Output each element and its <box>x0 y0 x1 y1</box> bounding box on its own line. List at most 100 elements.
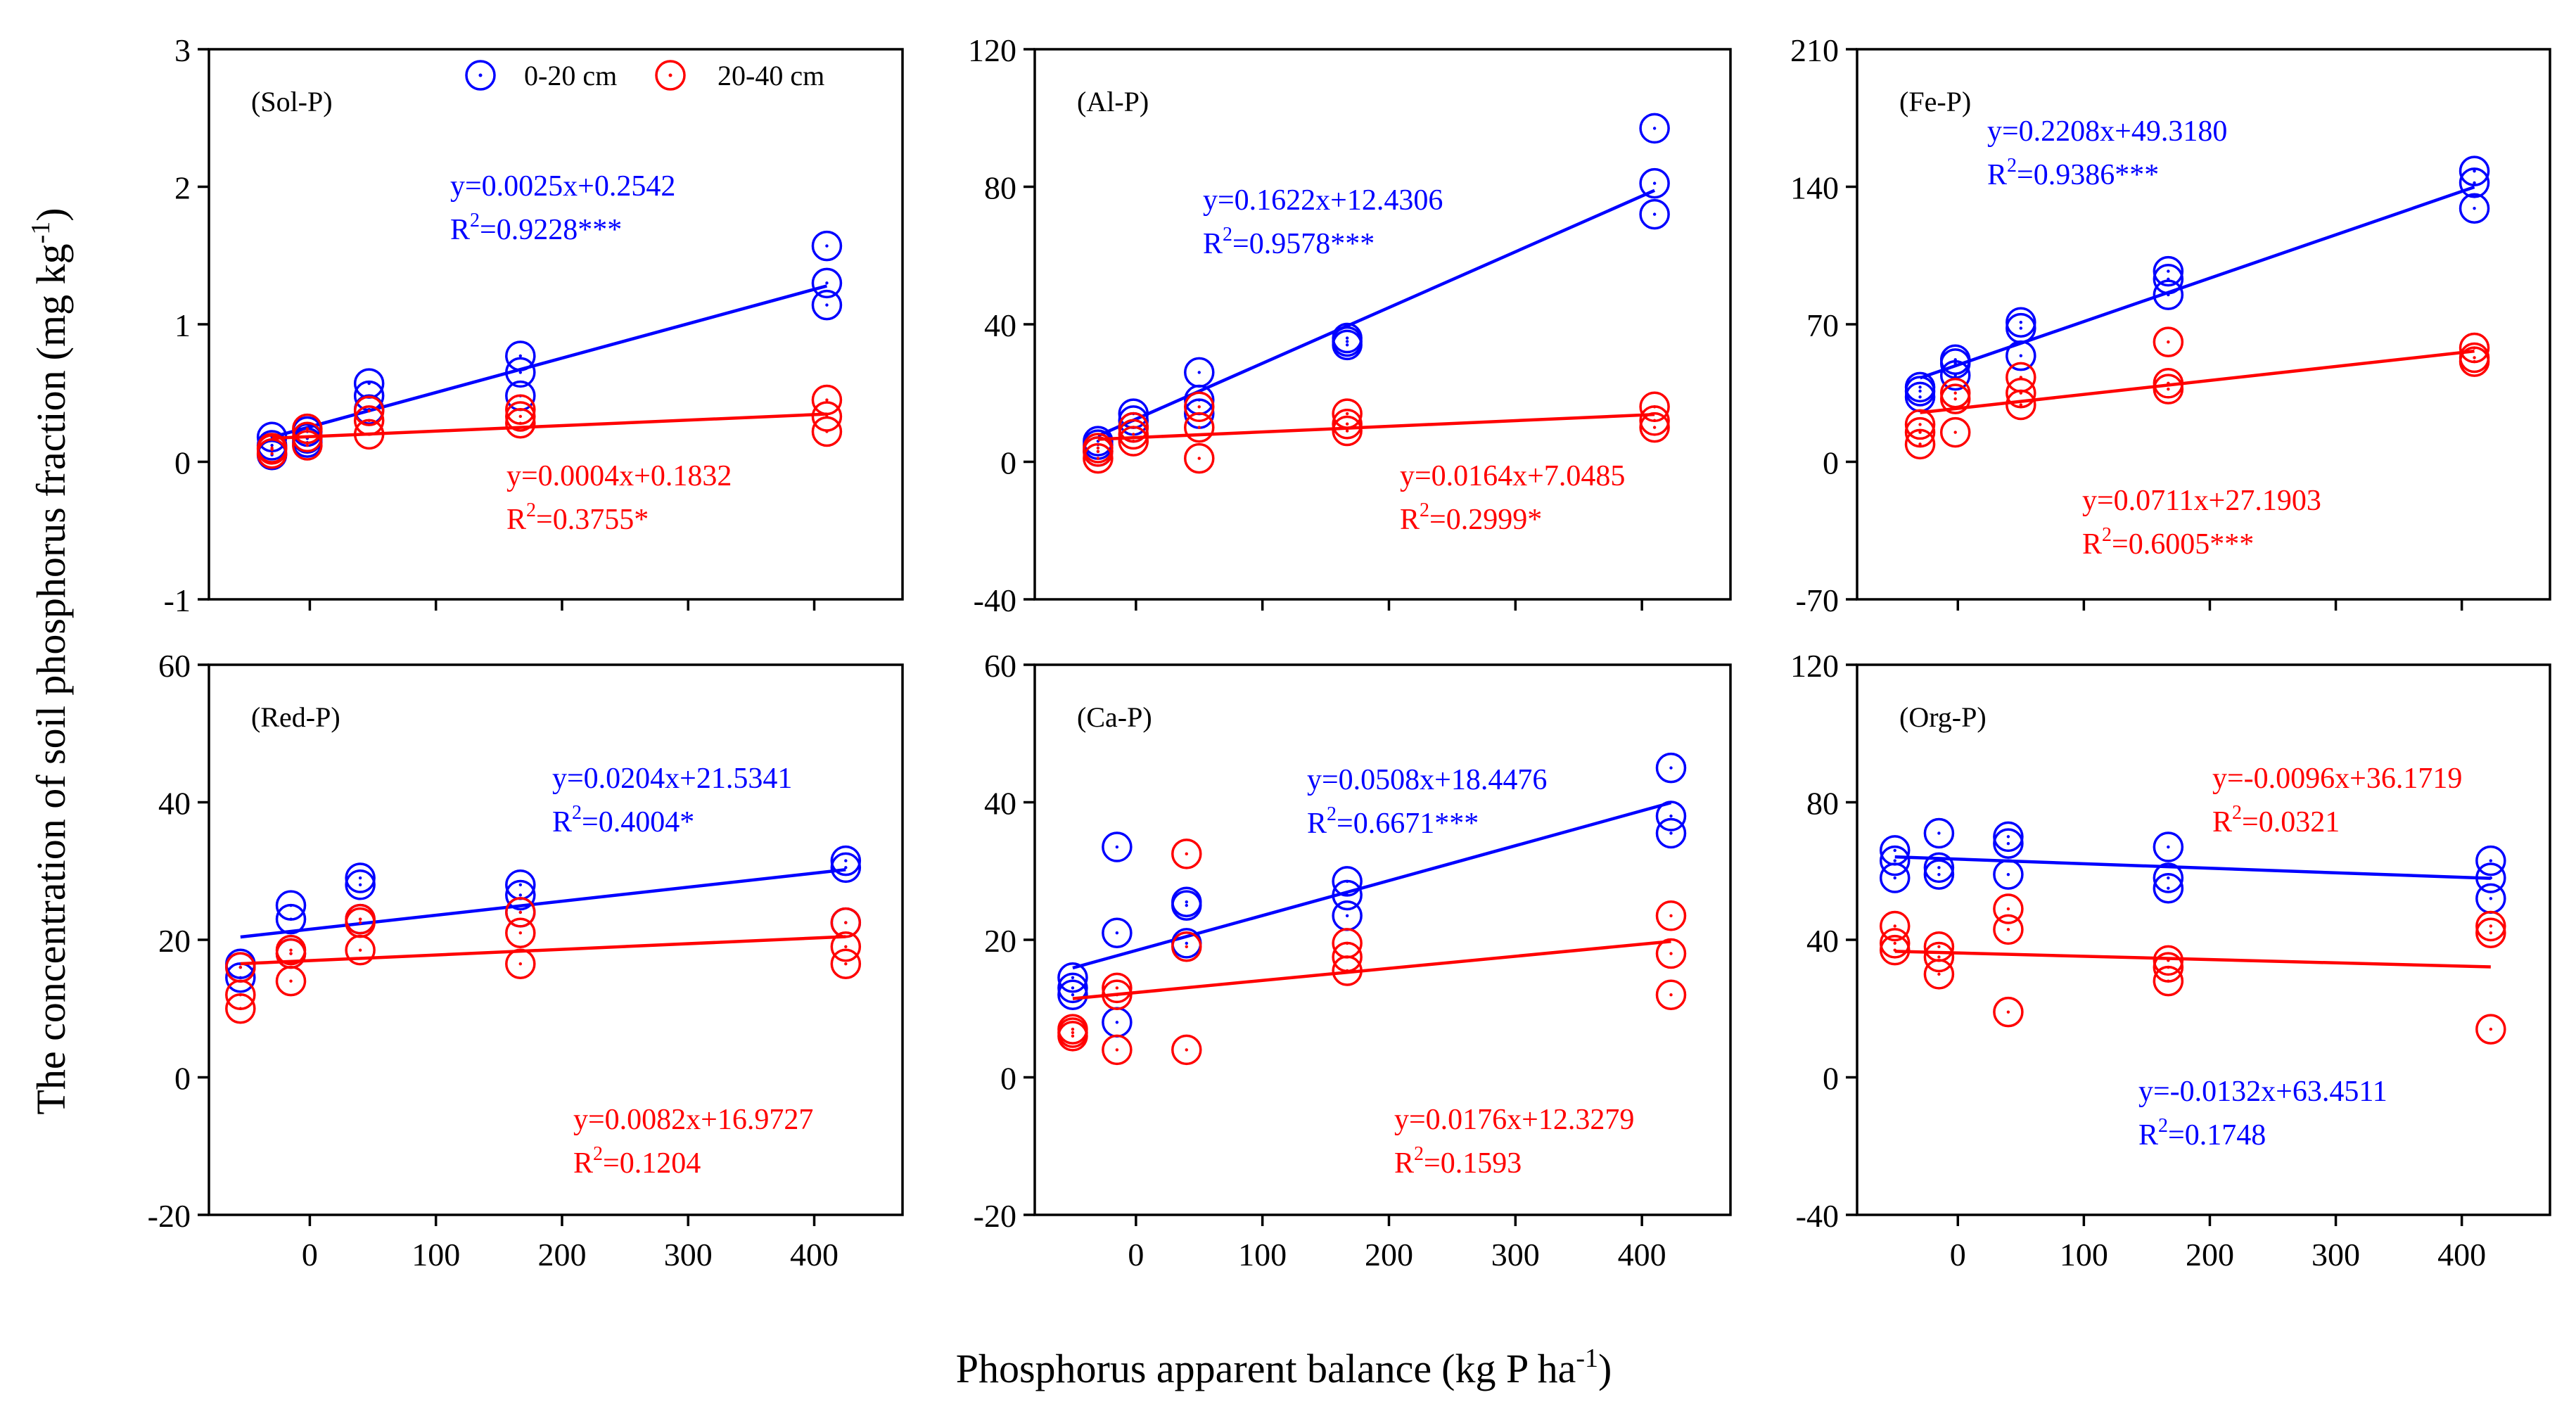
r-squared: R2=0.1748 <box>2138 1115 2266 1152</box>
data-point <box>2459 332 2490 364</box>
r-squared: R2=0.9228*** <box>450 210 622 246</box>
data-point <box>1102 979 1133 1010</box>
y-tick-label: 0 <box>1000 1061 1016 1097</box>
r-squared: R2=0.3755* <box>506 499 649 536</box>
y-tick-label: 70 <box>1806 307 1839 343</box>
data-point <box>2153 255 2184 287</box>
y-tick-label: 40 <box>984 307 1016 343</box>
y-tick-label: -40 <box>1796 1198 1839 1234</box>
data-point <box>830 852 862 884</box>
x-tick-label: 0 <box>302 1237 318 1273</box>
legend-label-series2: 20-40 cm <box>718 60 824 91</box>
data-point <box>256 433 288 464</box>
data-point <box>1993 821 2024 853</box>
data-point <box>1102 917 1133 948</box>
legend-label-series1: 0-20 cm <box>524 60 617 91</box>
data-point <box>1171 931 1202 962</box>
data-point <box>1332 398 1363 429</box>
data-point <box>811 230 843 262</box>
data-point <box>1655 938 1687 969</box>
data-point <box>2153 872 2184 904</box>
y-tick-label: 140 <box>1790 170 1839 206</box>
x-tick-label: 300 <box>1491 1237 1540 1273</box>
data-point <box>292 413 323 445</box>
data-point <box>1879 845 1911 876</box>
series-20-40cm: y=0.0082x+16.9727 R2=0.1204 <box>225 897 862 1180</box>
data-point <box>811 267 843 299</box>
data-point <box>505 394 536 425</box>
data-point <box>292 430 323 461</box>
y-tick-label: 0 <box>174 1061 191 1097</box>
data-point <box>353 395 385 426</box>
data-point <box>2475 910 2506 942</box>
data-point <box>2153 374 2184 404</box>
series-0-20cm: y=0.1622x+12.4306 R2=0.9578*** <box>1083 113 1670 467</box>
y-axis-label-close: ) <box>28 208 74 221</box>
regression-equation: y=0.1622x+12.4306 <box>1203 184 1443 217</box>
series-0-20cm: y=0.0204x+21.5341 R2=0.4004* <box>225 763 862 993</box>
y-tick-label: 0 <box>1823 445 1839 481</box>
regression-equation: y=0.0508x+18.4476 <box>1307 764 1547 796</box>
y-tick-label: 60 <box>984 648 1016 684</box>
data-point <box>1184 442 1215 474</box>
regression-equation: y=0.0711x+27.1903 <box>2082 485 2321 517</box>
panel-title: (Ca-P) <box>1077 701 1152 733</box>
data-point <box>830 907 862 938</box>
data-point <box>1655 752 1687 784</box>
data-point <box>505 879 536 911</box>
data-point <box>275 934 307 966</box>
legend-marker-series1 <box>465 60 496 91</box>
y-tick-label: 1 <box>174 307 191 343</box>
y-axis-label-sup: -1 <box>26 222 56 244</box>
regression-line <box>1097 189 1656 438</box>
regression-line <box>1072 939 1671 1000</box>
x-tick-label: 300 <box>2312 1237 2360 1273</box>
data-point <box>1057 962 1088 993</box>
data-point <box>1923 959 1955 990</box>
data-point <box>1102 831 1133 862</box>
x-tick-label: 100 <box>2060 1237 2108 1273</box>
data-point <box>1102 1034 1133 1066</box>
data-point <box>1083 433 1114 464</box>
x-tick-label: 200 <box>2186 1237 2234 1273</box>
data-point <box>275 890 307 921</box>
regression-equation: y=0.0004x+0.1832 <box>506 460 732 492</box>
data-point <box>505 897 536 928</box>
data-point <box>1923 859 1955 890</box>
data-point <box>1184 357 1215 388</box>
data-point <box>345 869 376 900</box>
data-point <box>2153 862 2184 893</box>
data-point <box>1923 852 1955 884</box>
y-tick-label: 80 <box>1806 786 1839 822</box>
data-point <box>1939 416 1971 448</box>
data-point <box>505 401 536 432</box>
r-squared: R2=0.6671*** <box>1307 803 1479 840</box>
r-squared: R2=0.4004* <box>552 802 694 839</box>
y-tick-label: 120 <box>968 32 1016 68</box>
data-point <box>345 934 376 966</box>
data-point <box>2153 952 2184 983</box>
data-point <box>2459 167 2490 198</box>
x-tick-label: 0 <box>1128 1237 1144 1273</box>
data-point <box>505 948 536 979</box>
panel-ca-p: -20 0 20 40 60 0 100 200 300 400 (Ca-P) y=0.0508x+1… <box>974 648 1732 1273</box>
y-tick-label: 2 <box>174 170 191 206</box>
r-squared: R2=0.1593 <box>1394 1143 1522 1180</box>
data-point <box>2153 831 2184 862</box>
data-point <box>225 979 256 1010</box>
regression-line <box>1919 185 2475 380</box>
data-point <box>1171 886 1202 917</box>
data-point <box>1332 408 1363 440</box>
regression-line <box>1920 349 2475 414</box>
data-point <box>2459 155 2490 186</box>
y-tick-label: 3 <box>174 32 191 68</box>
series-0-20cm: y=0.0508x+18.4476 R2=0.6671*** <box>1057 752 1687 1038</box>
regression-equation: y=0.0176x+12.3279 <box>1394 1104 1634 1136</box>
data-point <box>1655 817 1687 849</box>
panel-title: (Fe-P) <box>1899 86 1971 117</box>
data-point <box>2459 342 2490 374</box>
data-point <box>2153 368 2184 399</box>
panel-al-p: -40 0 40 80 120 (Al-P) y=0.1622x+12.4306 R2=0.9… <box>968 32 1732 618</box>
series-0-20cm: y=-0.0132x+63.4511 R2=0.1748 <box>1879 817 2506 1152</box>
r-squared: R2=0.9386*** <box>1987 155 2159 191</box>
